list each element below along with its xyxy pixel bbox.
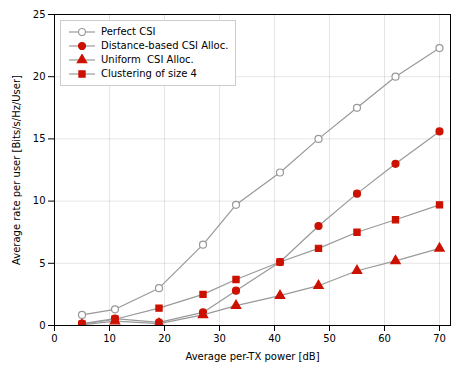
svg-text:Average rate per user [Bits/s/: Average rate per user [Bits/s/Hz/User]: [11, 75, 22, 265]
svg-text:10: 10: [33, 195, 46, 206]
html-text:Distance-based CSI Alloc.: Distance-based CSI Alloc.: [101, 40, 229, 51]
svg-text:40: 40: [268, 333, 281, 344]
html-text:Uniform CSI Alloc.: Uniform CSI Alloc.: [101, 54, 194, 65]
svg-text:60: 60: [378, 333, 391, 344]
svg-text:15: 15: [33, 133, 46, 144]
svg-text:30: 30: [213, 333, 226, 344]
svg-text:20: 20: [33, 71, 46, 82]
svg-text:Average per-TX power [dB]: Average per-TX power [dB]: [185, 351, 319, 362]
svg-text:10: 10: [103, 333, 116, 344]
svg-text:20: 20: [158, 333, 171, 344]
svg-text:0: 0: [51, 333, 57, 344]
svg-text:70: 70: [433, 333, 446, 344]
svg-text:25: 25: [33, 9, 46, 20]
html-text:Perfect CSI: Perfect CSI: [101, 26, 156, 37]
svg-text:50: 50: [323, 333, 336, 344]
svg-text:0: 0: [39, 320, 45, 331]
html-text:Clustering of size 4: Clustering of size 4: [101, 68, 197, 79]
svg-text:5: 5: [39, 258, 45, 269]
